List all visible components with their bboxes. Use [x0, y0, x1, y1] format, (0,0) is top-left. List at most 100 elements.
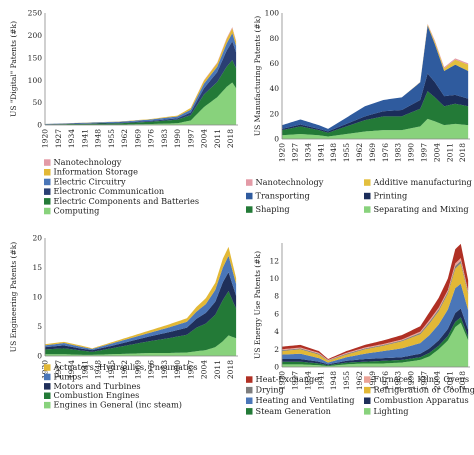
- legend-swatch: [364, 408, 371, 415]
- y-tick-label: 2: [274, 345, 279, 354]
- legend-swatch: [44, 208, 51, 215]
- x-tick-label: 1983: [160, 129, 169, 148]
- legend-swatch: [364, 179, 371, 186]
- x-tick-label: 2011: [213, 129, 222, 148]
- legend-item-refrigeration-or-cooling: Refrigeration or Cooling: [364, 385, 474, 395]
- legend-swatch: [246, 206, 253, 213]
- legend-item-computing: Computing: [44, 206, 99, 216]
- x-tick-label: 2004: [432, 143, 441, 162]
- legend-swatch: [246, 398, 253, 405]
- x-tick-label: 2018: [226, 129, 235, 148]
- y-tick-label: 20: [32, 234, 42, 243]
- x-tick-label: 1955: [342, 371, 351, 390]
- legend-item-nanotechnology: Nanotechnology: [246, 177, 324, 187]
- x-tick-label: 1990: [407, 143, 416, 162]
- y-tick-label: 40: [269, 84, 279, 93]
- legend-label: Separating and Mixing: [374, 204, 469, 214]
- legend-label: Computing: [54, 206, 100, 216]
- legend-swatch: [246, 408, 253, 415]
- legend-item-information-storage: Information Storage: [44, 167, 138, 177]
- legend-swatch: [364, 387, 371, 394]
- y-tick-label: 100: [28, 76, 43, 85]
- legend-label: Shaping: [256, 204, 290, 214]
- legend-swatch: [44, 188, 51, 195]
- x-tick-label: 1941: [80, 129, 89, 148]
- legend-item-steam-generation: Steam Generation: [246, 406, 332, 416]
- legend-item-drying: Drying: [246, 385, 284, 395]
- y-tick-label: 20: [269, 109, 279, 118]
- legend-swatch: [44, 393, 51, 400]
- legend-swatch: [44, 159, 51, 166]
- x-tick-label: 1976: [147, 129, 156, 148]
- panel-3: 0510152019201927193419411948195519621969…: [9, 234, 238, 410]
- legend-swatch: [44, 198, 51, 205]
- y-tick-label: 200: [28, 31, 43, 40]
- x-tick-label: 2018: [226, 360, 235, 379]
- x-tick-label: 1962: [355, 371, 364, 390]
- legend-item-lighting: Lighting: [364, 406, 409, 416]
- x-tick-label: 1920: [278, 143, 287, 162]
- legend-label: Steam Generation: [256, 406, 332, 416]
- y-tick-label: 8: [274, 292, 279, 301]
- y-axis-label: US "Digital" Patents (#k): [9, 21, 18, 117]
- legend-label: Electronic Communication: [54, 186, 165, 196]
- legend: Actuators, Hydraulics, PneumaticsPumpsMo…: [44, 362, 198, 410]
- legend-label: Furnaces, Kilns, Ovens: [374, 374, 470, 384]
- legend-label: Nanotechnology: [256, 177, 324, 187]
- legend-label: Transporting: [256, 191, 310, 201]
- y-tick-label: 0: [37, 352, 42, 361]
- legend-item-heating-and-ventilating: Heating and Ventilating: [246, 395, 355, 405]
- x-tick-label: 1941: [316, 143, 325, 162]
- y-tick-label: 250: [28, 9, 43, 18]
- legend-swatch: [246, 193, 253, 200]
- y-tick-label: 6: [274, 309, 279, 318]
- y-tick-label: 50: [32, 98, 42, 107]
- y-tick-label: 0: [37, 121, 42, 130]
- legend-swatch: [364, 376, 371, 383]
- x-tick-label: 1927: [54, 129, 63, 148]
- x-tick-label: 2011: [445, 143, 454, 162]
- x-tick-label: 1962: [355, 143, 364, 162]
- legend-item-nanotechnology: Nanotechnology: [44, 157, 122, 167]
- legend-item-furnaces-kilns-ovens: Furnaces, Kilns, Ovens: [364, 374, 469, 384]
- x-tick-label: 1990: [173, 129, 182, 148]
- legend-item-electric-circuitry: Electric Circuitry: [44, 176, 126, 186]
- legend-swatch: [44, 364, 51, 371]
- legend-swatch: [44, 374, 51, 381]
- x-tick-label: 1962: [120, 129, 129, 148]
- x-tick-label: 1948: [329, 143, 338, 162]
- legend-swatch: [246, 179, 253, 186]
- y-tick-label: 100: [265, 9, 280, 18]
- y-tick-label: 150: [28, 53, 43, 62]
- legend-swatch: [364, 206, 371, 213]
- y-tick-label: 10: [269, 274, 279, 283]
- x-tick-label: 1934: [67, 129, 76, 148]
- x-tick-label: 1955: [342, 143, 351, 162]
- y-tick-label: 4: [274, 327, 279, 336]
- y-tick-label: 0: [274, 135, 279, 144]
- x-tick-label: 1997: [186, 129, 195, 148]
- x-tick-label: 1948: [94, 129, 103, 148]
- y-tick-label: 5: [37, 322, 42, 331]
- y-tick-label: 60: [269, 59, 279, 68]
- legend-label: Electric Components and Batteries: [54, 196, 200, 206]
- legend-swatch: [364, 193, 371, 200]
- x-tick-label: 1997: [420, 143, 429, 162]
- legend-label: Combustion Apparatus: [374, 395, 469, 405]
- legend-item-electric-components-and-batteries: Electric Components and Batteries: [44, 196, 199, 206]
- legend-item-additive-manufacturing: Additive manufacturing: [364, 177, 472, 187]
- x-tick-label: 1920: [41, 129, 50, 148]
- legend-label: Heating and Ventilating: [256, 395, 355, 405]
- y-tick-label: 10: [32, 293, 42, 302]
- legend-item-transporting: Transporting: [246, 191, 310, 201]
- legend-label: Printing: [374, 191, 408, 201]
- legend-item-heat-exchange: Heat-Exchange: [246, 374, 319, 384]
- y-tick-label: 0: [274, 363, 279, 372]
- legend-item-shaping: Shaping: [246, 204, 290, 214]
- y-axis-label: US Energy Use Patents (#k): [253, 251, 262, 359]
- x-tick-label: 1983: [394, 143, 403, 162]
